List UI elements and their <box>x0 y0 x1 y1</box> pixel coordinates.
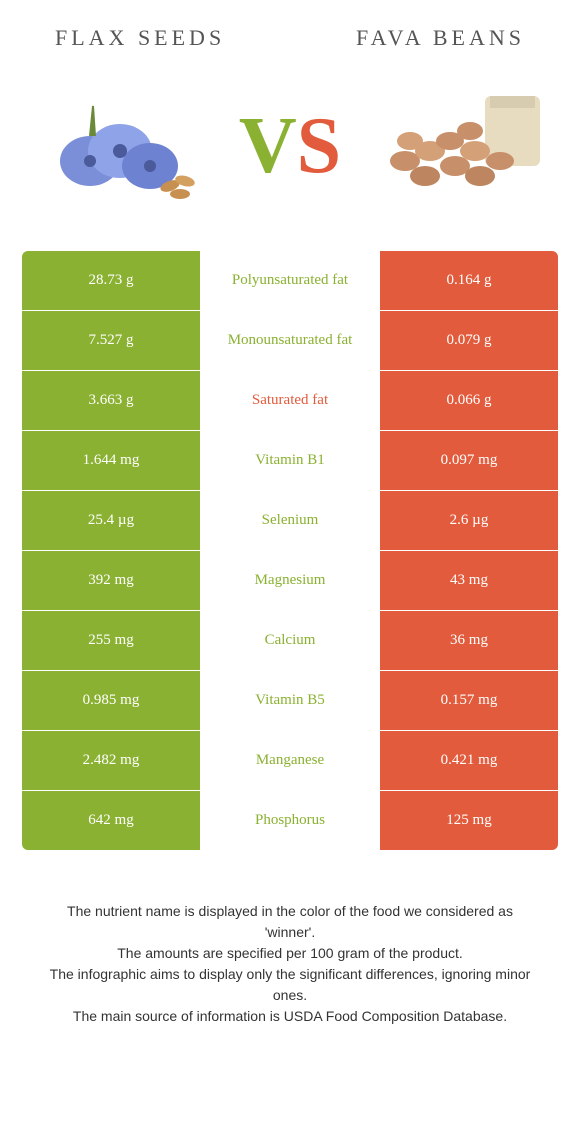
table-row: 642 mgPhosphorus125 mg <box>22 791 558 850</box>
comparison-table: 28.73 gPolyunsaturated fat0.164 g7.527 g… <box>22 251 558 850</box>
value-right: 43 mg <box>380 551 558 610</box>
nutrient-name: Calcium <box>200 611 380 670</box>
value-right: 0.066 g <box>380 371 558 430</box>
nutrient-name: Magnesium <box>200 551 380 610</box>
table-row: 255 mgCalcium36 mg <box>22 611 558 670</box>
value-right: 0.079 g <box>380 311 558 370</box>
value-left: 2.482 mg <box>22 731 200 790</box>
title-left: Flax seeds <box>55 25 225 51</box>
footer-line: The nutrient name is displayed in the co… <box>40 901 540 943</box>
value-left: 392 mg <box>22 551 200 610</box>
value-right: 2.6 µg <box>380 491 558 550</box>
table-row: 28.73 gPolyunsaturated fat0.164 g <box>22 251 558 310</box>
title-right: Fava beans <box>356 25 525 51</box>
table-row: 392 mgMagnesium43 mg <box>22 551 558 610</box>
table-row: 0.985 mgVitamin B50.157 mg <box>22 671 558 730</box>
nutrient-name: Selenium <box>200 491 380 550</box>
table-row: 1.644 mgVitamin B10.097 mg <box>22 431 558 490</box>
value-right: 0.097 mg <box>380 431 558 490</box>
value-left: 0.985 mg <box>22 671 200 730</box>
vs-v: V <box>239 102 297 190</box>
footer-line: The amounts are specified per 100 gram o… <box>40 943 540 964</box>
vs-s: S <box>297 102 342 190</box>
images-row: VS <box>0 61 580 251</box>
value-left: 28.73 g <box>22 251 200 310</box>
nutrient-name: Polyunsaturated fat <box>200 251 380 310</box>
table-row: 7.527 gMonounsaturated fat0.079 g <box>22 311 558 370</box>
value-right: 125 mg <box>380 791 558 850</box>
value-left: 1.644 mg <box>22 431 200 490</box>
table-row: 3.663 gSaturated fat0.066 g <box>22 371 558 430</box>
value-left: 642 mg <box>22 791 200 850</box>
nutrient-name: Monounsaturated fat <box>200 311 380 370</box>
value-left: 255 mg <box>22 611 200 670</box>
value-right: 0.421 mg <box>380 731 558 790</box>
vs-label: VS <box>239 106 341 186</box>
flax-image <box>30 81 210 211</box>
value-left: 3.663 g <box>22 371 200 430</box>
footer-line: The infographic aims to display only the… <box>40 964 540 1006</box>
nutrient-name: Manganese <box>200 731 380 790</box>
nutrient-name: Phosphorus <box>200 791 380 850</box>
nutrient-name: Saturated fat <box>200 371 380 430</box>
footer-line: The main source of information is USDA F… <box>40 1006 540 1027</box>
fava-image <box>370 81 550 211</box>
nutrient-name: Vitamin B5 <box>200 671 380 730</box>
header: Flax seeds Fava beans <box>0 0 580 61</box>
table-row: 2.482 mgManganese0.421 mg <box>22 731 558 790</box>
value-left: 25.4 µg <box>22 491 200 550</box>
value-right: 36 mg <box>380 611 558 670</box>
value-right: 0.157 mg <box>380 671 558 730</box>
value-right: 0.164 g <box>380 251 558 310</box>
table-row: 25.4 µgSelenium2.6 µg <box>22 491 558 550</box>
value-left: 7.527 g <box>22 311 200 370</box>
footer-notes: The nutrient name is displayed in the co… <box>0 851 580 1027</box>
nutrient-name: Vitamin B1 <box>200 431 380 490</box>
